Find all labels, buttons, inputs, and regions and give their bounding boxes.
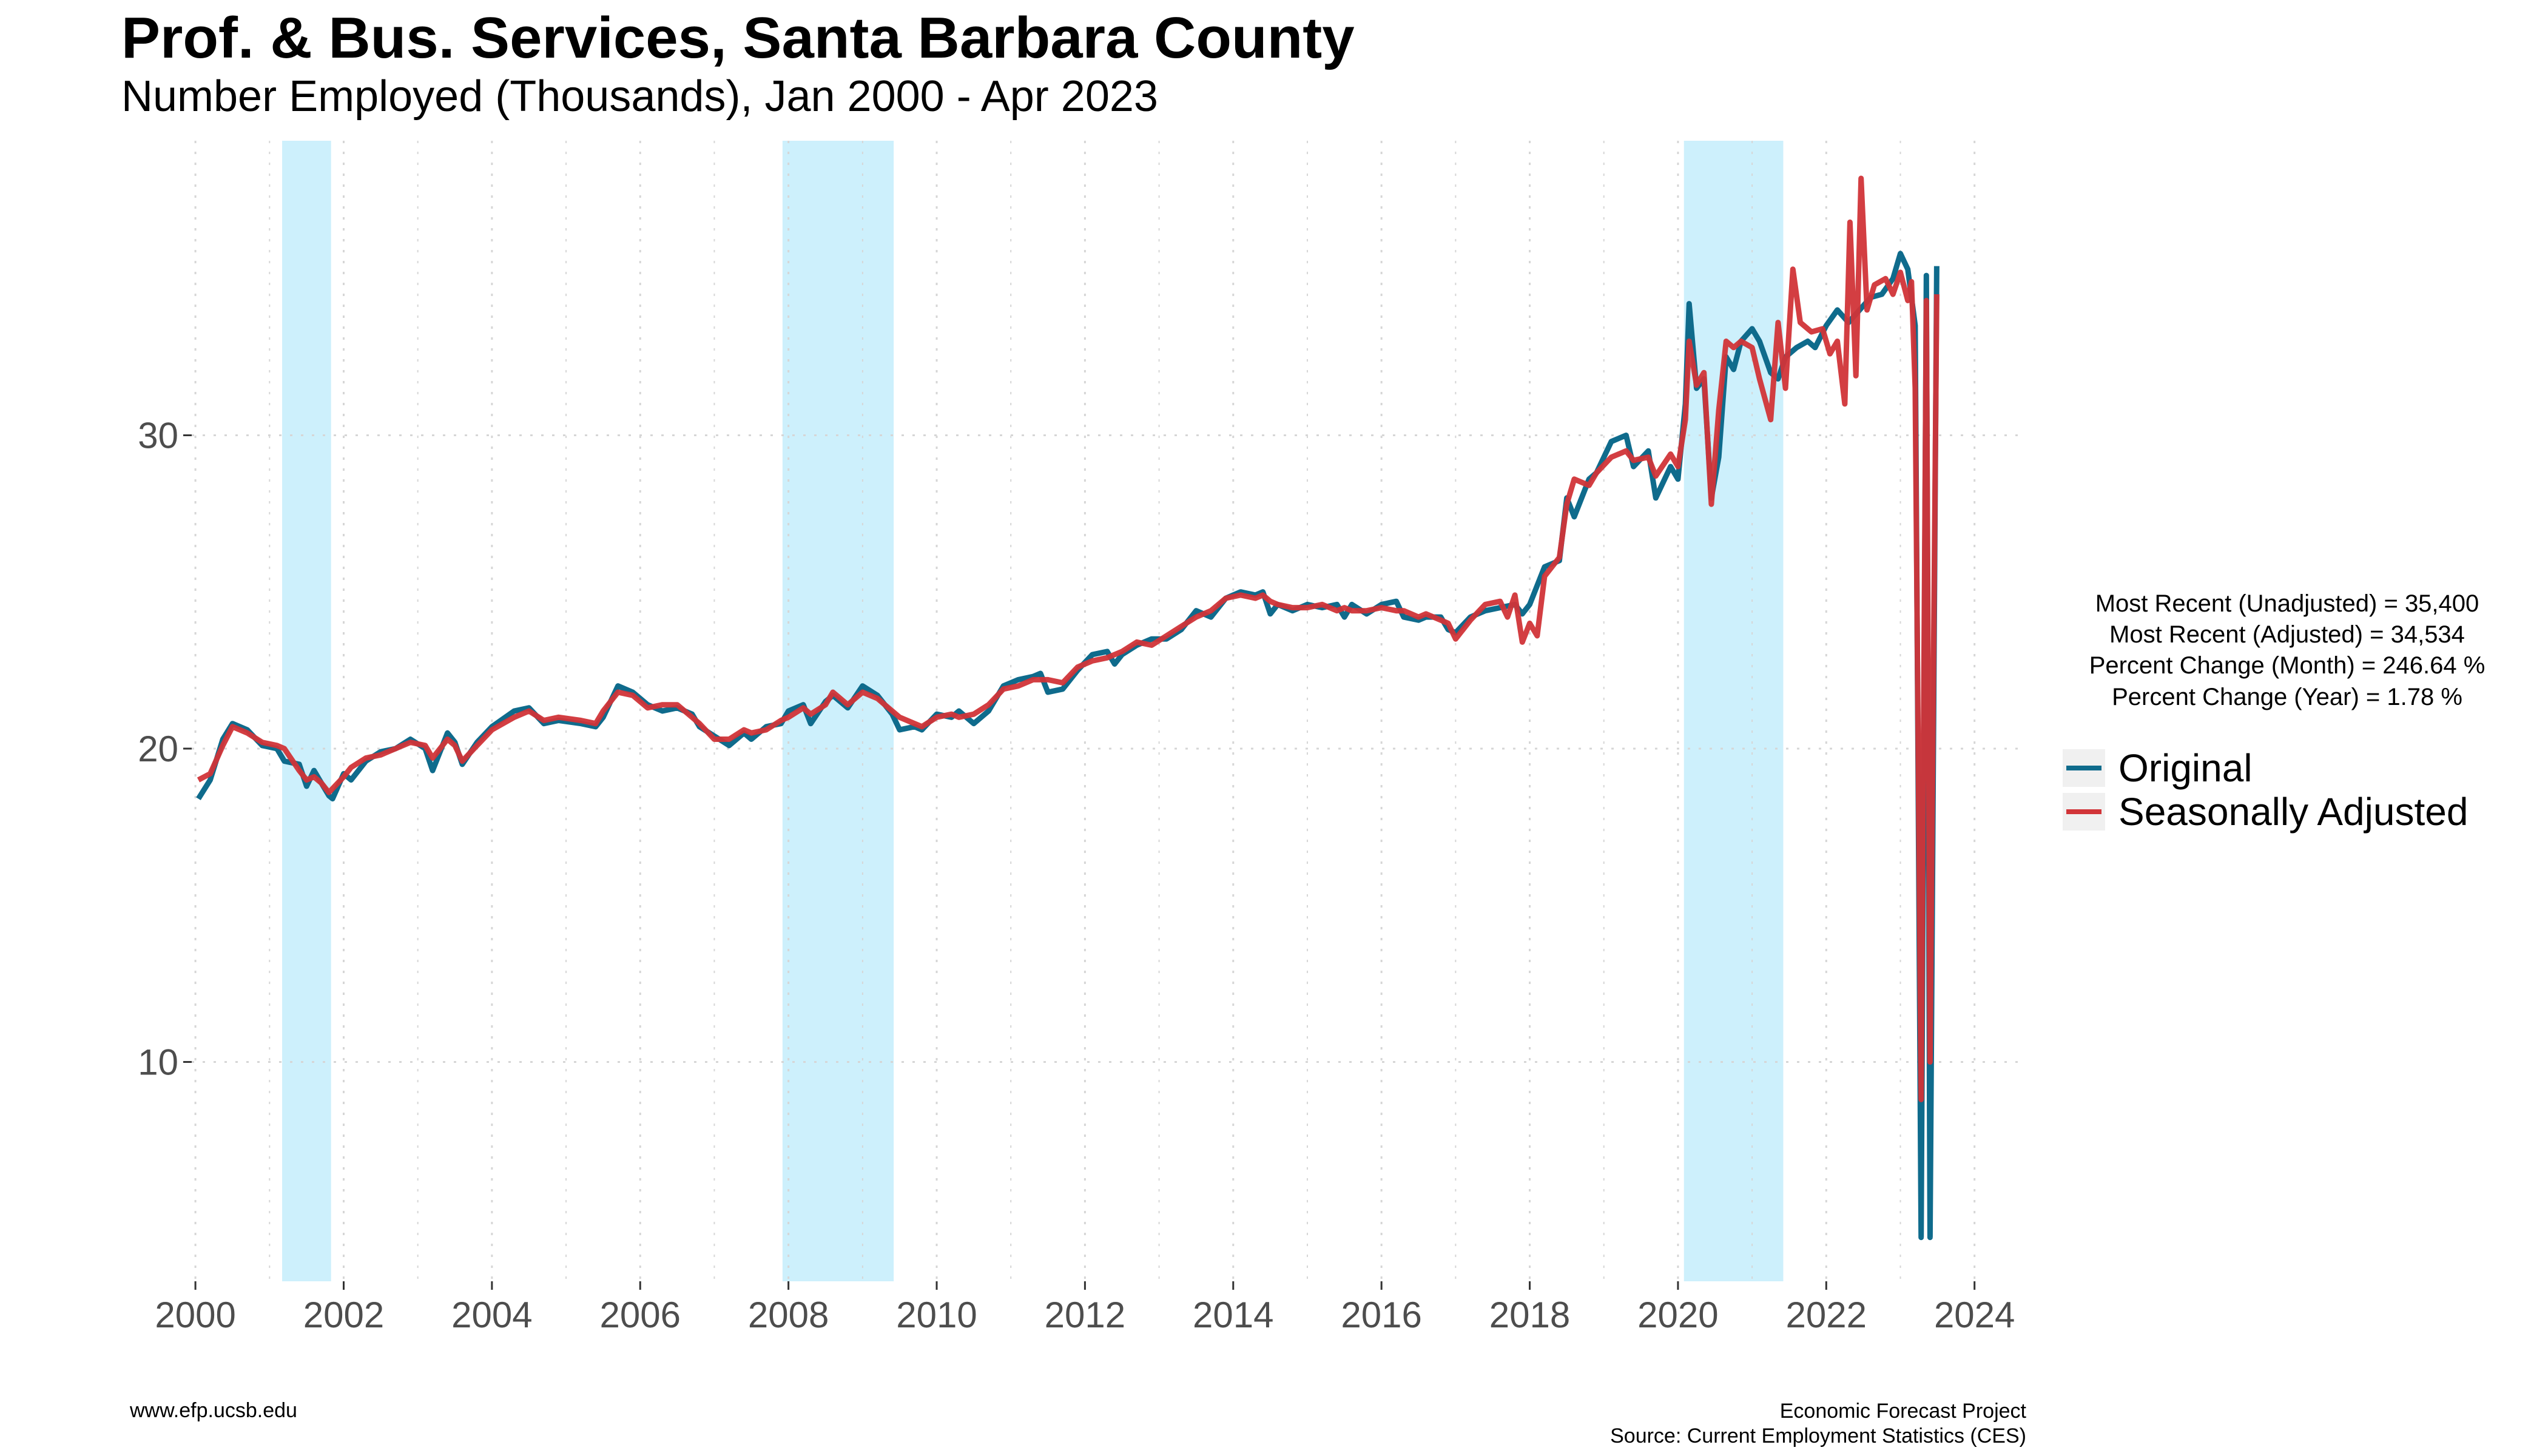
x-tick-label: 2004 [451,1295,532,1335]
legend-key-original [2063,749,2105,787]
grid-lines [192,141,2019,1281]
x-tick-label: 2000 [155,1295,235,1335]
legend-label-original: Original [2118,746,2253,790]
stats-box: Most Recent (Unadjusted) = 35,400 Most R… [2014,588,2548,713]
x-tick-label: 2014 [1193,1295,1273,1335]
footer-source: Source: Current Employment Statistics (C… [1610,1424,2026,1448]
recession-bands [282,141,1784,1281]
y-tick-label: 10 [138,1042,178,1082]
footer-org: Economic Forecast Project [1779,1400,2026,1423]
x-tick-label: 2008 [748,1295,829,1335]
legend-item-original: Original [2063,746,2468,790]
x-tick-label: 2024 [1934,1295,2015,1335]
series-line-seasonally-adjusted [197,175,1940,1102]
legend-item-adjusted: Seasonally Adjusted [2063,790,2468,834]
legend-swatch-original [2066,766,2101,770]
x-tick-label: 2012 [1045,1295,1125,1335]
legend-key-adjusted [2063,793,2105,831]
axes: 2000 2002 2004 2006 2008 2010 2012 2014 2016 2018… [138,415,2015,1335]
y-tick-label: 20 [138,729,178,769]
x-tick-label: 2002 [303,1295,384,1335]
x-tick-label: 2020 [1637,1295,1718,1335]
x-tick-label: 2022 [1786,1295,1867,1335]
stat-most-recent-unadjusted: Most Recent (Unadjusted) = 35,400 [2095,590,2479,617]
x-tick-label: 2006 [600,1295,681,1335]
recession-band-0 [282,141,331,1281]
stat-most-recent-adjusted: Most Recent (Adjusted) = 34,534 [2109,621,2465,649]
chart-title: Prof. & Bus. Services, Santa Barbara Cou… [121,5,1355,70]
x-tick-label: 2010 [896,1295,977,1335]
x-tick-label: 2018 [1489,1295,1570,1335]
legend-swatch-adjusted [2066,809,2101,814]
x-tick-label: 2016 [1341,1295,1421,1335]
y-tick-label: 30 [138,415,178,456]
stat-percent-change-year: Percent Change (Year) = 1.78 % [2112,683,2462,710]
legend: Original Seasonally Adjusted [2063,746,2468,834]
legend-label-adjusted: Seasonally Adjusted [2118,790,2469,834]
series-line-original [196,251,1940,1241]
recession-band-2 [1684,141,1784,1281]
footer-website: www.efp.ucsb.edu [130,1399,297,1422]
series-lines [196,175,1940,1241]
chart-subtitle: Number Employed (Thousands), Jan 2000 - … [121,72,1158,121]
footer-credits: Economic Forecast Project Source: Curren… [1610,1399,2026,1449]
stat-percent-change-month: Percent Change (Month) = 246.64 % [2089,652,2486,679]
